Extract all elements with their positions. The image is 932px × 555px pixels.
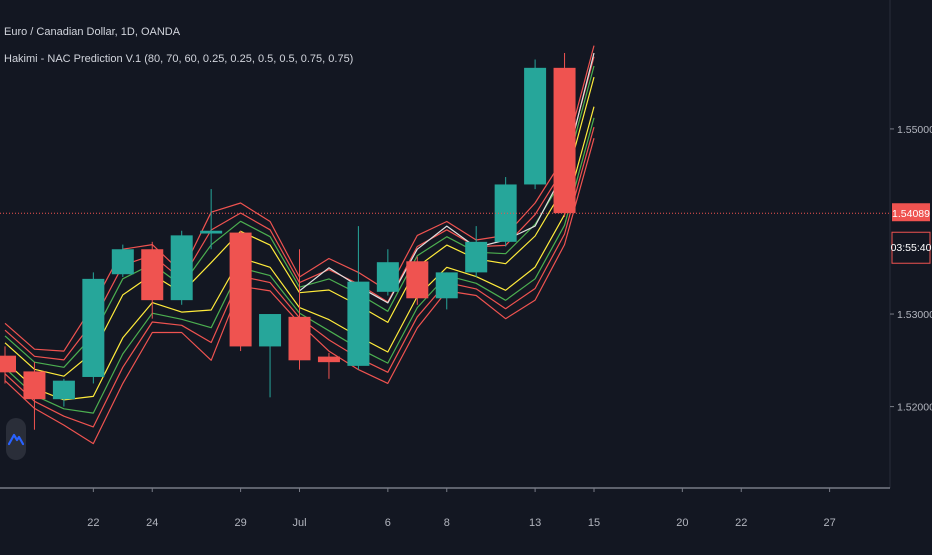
candle-body xyxy=(465,241,488,273)
countdown-badge-box xyxy=(891,231,931,264)
candle-body xyxy=(376,262,399,292)
x-tick-label: Jul xyxy=(292,517,306,529)
x-tick-label: 27 xyxy=(823,517,835,529)
x-tick-label: 29 xyxy=(234,517,246,529)
candle xyxy=(170,230,193,305)
candle-body xyxy=(141,249,164,301)
y-tick-label: 1.55000 xyxy=(897,124,932,136)
candle xyxy=(376,249,399,296)
candlesticks xyxy=(0,53,576,430)
candle xyxy=(52,378,75,407)
x-tick-label: 22 xyxy=(735,517,747,529)
tradingview-logo-icon[interactable] xyxy=(6,418,26,460)
candle xyxy=(524,59,547,190)
price-badge-box xyxy=(892,203,930,222)
candle xyxy=(111,244,134,278)
x-tick-label: 24 xyxy=(146,517,158,529)
candle-body xyxy=(200,230,223,234)
y-tick-label: 1.52000 xyxy=(897,402,932,414)
candle xyxy=(0,346,16,384)
candle xyxy=(317,352,340,379)
candle-body xyxy=(170,235,193,301)
price-badge-value: 1.54089 xyxy=(892,208,930,220)
candle xyxy=(259,314,282,398)
x-tick-label: 20 xyxy=(676,517,688,529)
candle xyxy=(229,230,252,352)
candle-body xyxy=(111,249,134,275)
candle-body xyxy=(229,232,252,347)
time-axis[interactable]: 22 24 29 Jul 6 8 13 15 20 22 27 xyxy=(87,488,836,529)
symbol-title[interactable]: Euro / Canadian Dollar, 1D, OANDA xyxy=(4,26,181,38)
candle-body xyxy=(406,261,429,299)
candle xyxy=(141,241,164,319)
candle xyxy=(23,362,46,430)
candle xyxy=(406,256,429,305)
indicator-title[interactable]: Hakimi - NAC Prediction V.1 (80, 70, 60,… xyxy=(4,53,354,65)
x-tick-label: 22 xyxy=(87,517,99,529)
candle-body xyxy=(259,314,282,347)
price-badge: 1.54089 03:55:40 xyxy=(891,203,932,264)
candle-body xyxy=(317,356,340,363)
candle-body xyxy=(288,316,311,361)
candle xyxy=(435,272,458,310)
candle-body xyxy=(524,67,547,185)
candle xyxy=(82,272,105,384)
candle-body xyxy=(347,281,370,366)
candle xyxy=(347,226,370,370)
candle-body xyxy=(82,278,105,377)
x-tick-label: 15 xyxy=(588,517,600,529)
x-tick-label: 8 xyxy=(444,517,450,529)
candle-body xyxy=(435,272,458,299)
band-top xyxy=(299,52,595,304)
candle xyxy=(200,189,223,250)
logo-mountain-icon xyxy=(8,433,24,446)
candle xyxy=(494,177,517,247)
candle xyxy=(465,226,488,278)
y-tick-label: 1.53000 xyxy=(897,309,932,321)
countdown-badge-value: 03:55:40 xyxy=(891,242,932,254)
candle-body xyxy=(23,371,46,400)
price-axis[interactable]: 1.55000 1.53000 1.52000 xyxy=(890,124,932,414)
x-tick-label: 13 xyxy=(529,517,541,529)
candle-body xyxy=(494,184,517,242)
candle xyxy=(553,53,576,217)
candle-body xyxy=(0,355,16,373)
candle xyxy=(288,249,311,370)
candle-body xyxy=(553,67,576,214)
candle-body xyxy=(52,380,75,400)
x-tick-label: 6 xyxy=(385,517,391,529)
